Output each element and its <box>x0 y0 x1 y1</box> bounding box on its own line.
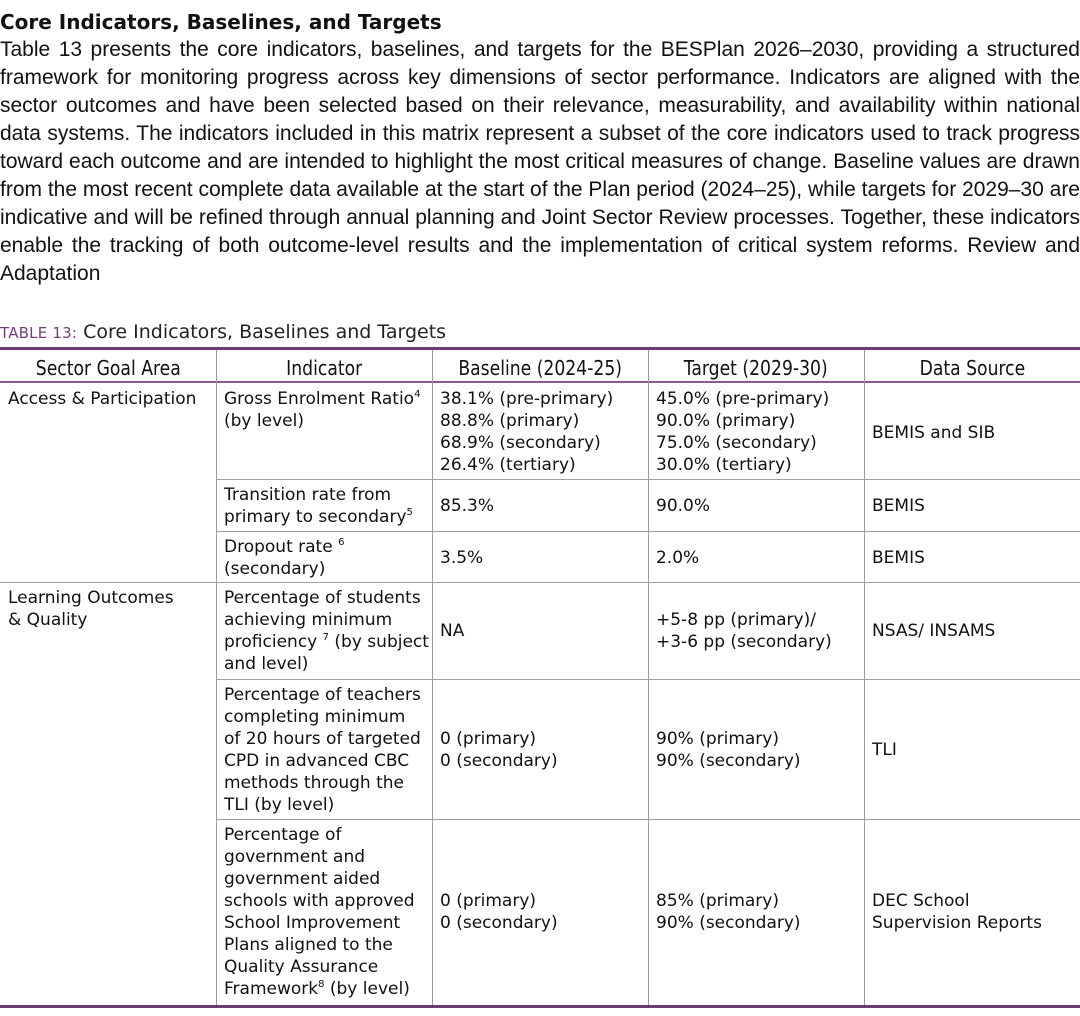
table-caption-text: Core Indicators, Baselines and Targets <box>77 321 447 343</box>
table-row-3-source: BEMIS <box>872 548 925 568</box>
header-sector-goal-area: Sector Goal Area <box>0 350 216 383</box>
header-target: Target (2029-30) <box>648 350 864 383</box>
table-row-2-source: BEMIS <box>872 496 925 516</box>
table-row-1-target: 45.0% (pre-primary) 90.0% (primary) 75.0… <box>656 389 830 475</box>
table-row-1-baseline: 38.1% (pre-primary) 88.8% (primary) 68.9… <box>440 389 614 475</box>
column-divider <box>216 350 217 1005</box>
table-row-6-baseline: 0 (primary) 0 (secondary) <box>440 891 558 933</box>
table-row-2-indicator: Transition rate from primary to secondar… <box>224 485 413 527</box>
table-row-3-indicator: Dropout rate 6 (secondary) <box>224 537 345 579</box>
row-divider <box>216 531 1080 532</box>
table-row-5-indicator: Percentage of teachers completing minimu… <box>224 685 421 815</box>
header-baseline: Baseline (2024-25) <box>432 350 648 383</box>
table-row-6-source: DEC School Supervision Reports <box>872 891 1042 933</box>
column-divider <box>864 350 865 1005</box>
intro-paragraph: Table 13 presents the core indicators, b… <box>0 38 1080 285</box>
table-row-2-target: 90.0% <box>656 496 711 516</box>
table-row-1-indicator: Gross Enrolment Ratio4 (by level) <box>224 389 421 431</box>
table-row-4-target: +5-8 pp (primary)/ +3-6 pp (secondary) <box>656 610 832 652</box>
table-row-3-target: 2.0% <box>656 548 700 568</box>
table-row-5-target: 90% (primary) 90% (secondary) <box>656 729 801 771</box>
goal-area-learning: Learning Outcomes & Quality <box>8 588 174 630</box>
table-row-3-baseline: 3.5% <box>440 548 484 568</box>
table-row-2-baseline: 85.3% <box>440 496 495 516</box>
footnote-ref: 5 <box>406 507 413 518</box>
column-divider <box>432 350 433 1005</box>
row-divider <box>216 479 1080 480</box>
header-indicator: Indicator <box>216 350 432 383</box>
header-data-source: Data Source <box>864 350 1080 383</box>
footnote-ref: 8 <box>318 979 325 990</box>
table-caption: TABLE 13: Core Indicators, Baselines and… <box>0 320 446 345</box>
goal-area-access: Access & Participation <box>8 389 197 409</box>
footnote-ref: 7 <box>322 632 330 643</box>
table-row-4-baseline: NA <box>440 621 465 641</box>
table-row-6-target: 85% (primary) 90% (secondary) <box>656 891 801 933</box>
table-row-1-source: BEMIS and SIB <box>872 423 996 443</box>
section-heading: Core Indicators, Baselines, and Targets <box>0 10 442 34</box>
table-row-4-indicator: Percentage of students achieving minimum… <box>224 588 429 674</box>
footnote-ref: 6 <box>338 537 345 548</box>
row-divider <box>216 819 1080 820</box>
indicators-table: Sector Goal Area Indicator Baseline (202… <box>0 347 1080 1008</box>
table-row-6-indicator: Percentage of government and government … <box>224 825 415 999</box>
row-divider <box>0 582 1080 583</box>
table-row-5-source: TLI <box>872 740 897 760</box>
row-divider <box>216 679 1080 680</box>
table-row-5-baseline: 0 (primary) 0 (secondary) <box>440 729 558 771</box>
table-caption-label: TABLE 13: <box>0 324 78 342</box>
column-divider <box>648 350 649 1005</box>
table-row-4-source: NSAS/ INSAMS <box>872 621 996 641</box>
footnote-ref: 4 <box>414 389 421 400</box>
